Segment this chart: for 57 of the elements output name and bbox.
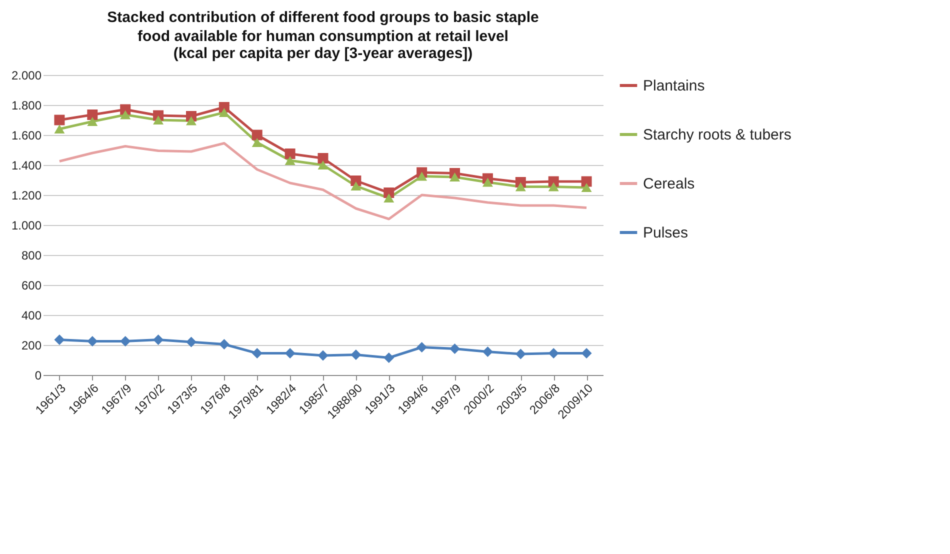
point <box>284 348 296 358</box>
point <box>416 342 428 352</box>
y-tick-label: 1.200 <box>11 188 42 202</box>
y-tick-label: 1.000 <box>11 218 42 232</box>
point <box>515 182 526 192</box>
legend-label: Plantains <box>643 78 705 94</box>
chart-title: Stacked contribution of different food groups to basic staple food available for human consumption at retail level <box>107 9 539 45</box>
point <box>54 334 65 345</box>
y-tick-label: 1.400 <box>11 158 42 172</box>
point <box>252 348 262 358</box>
point <box>318 350 328 361</box>
y-tick-label: 200 <box>21 338 42 352</box>
y-tick-label: 2.000 <box>11 68 42 82</box>
point <box>350 350 362 360</box>
point <box>384 352 394 363</box>
point <box>252 130 262 140</box>
point <box>120 336 131 346</box>
point <box>450 172 460 182</box>
point <box>581 182 592 192</box>
point <box>482 346 493 357</box>
point <box>318 153 328 164</box>
point <box>482 178 493 187</box>
point <box>153 115 164 125</box>
point <box>87 110 98 120</box>
point <box>581 348 592 358</box>
chart-subtitle: (kcal per capita per day [3-year averages]) <box>173 45 473 62</box>
point <box>186 336 196 348</box>
point <box>284 156 296 166</box>
point <box>548 348 559 358</box>
point <box>450 344 460 354</box>
point <box>252 138 262 148</box>
point <box>416 172 428 181</box>
point <box>120 110 131 120</box>
legend-label: Starchy roots & tubers <box>643 126 792 144</box>
legend-label: Cereals <box>643 176 695 192</box>
legend-label: Pulses <box>643 224 688 242</box>
point <box>350 181 362 191</box>
y-tick-label: 800 <box>21 248 42 262</box>
point <box>87 116 98 126</box>
line-series <box>58 142 588 220</box>
point <box>186 116 196 126</box>
point <box>87 336 98 346</box>
point <box>384 193 394 203</box>
point <box>318 160 328 170</box>
point <box>218 339 230 350</box>
y-tick-label: 1.600 <box>11 128 42 142</box>
point <box>153 334 164 345</box>
point <box>515 348 526 360</box>
point <box>284 148 296 159</box>
y-tick-label: 1.800 <box>11 98 42 112</box>
point <box>218 108 230 118</box>
point <box>548 182 559 192</box>
y-tick-label: 0 <box>34 368 42 382</box>
point <box>54 114 65 126</box>
y-tick-label: 400 <box>21 308 42 322</box>
point <box>54 124 65 134</box>
y-tick-label: 600 <box>21 278 42 292</box>
